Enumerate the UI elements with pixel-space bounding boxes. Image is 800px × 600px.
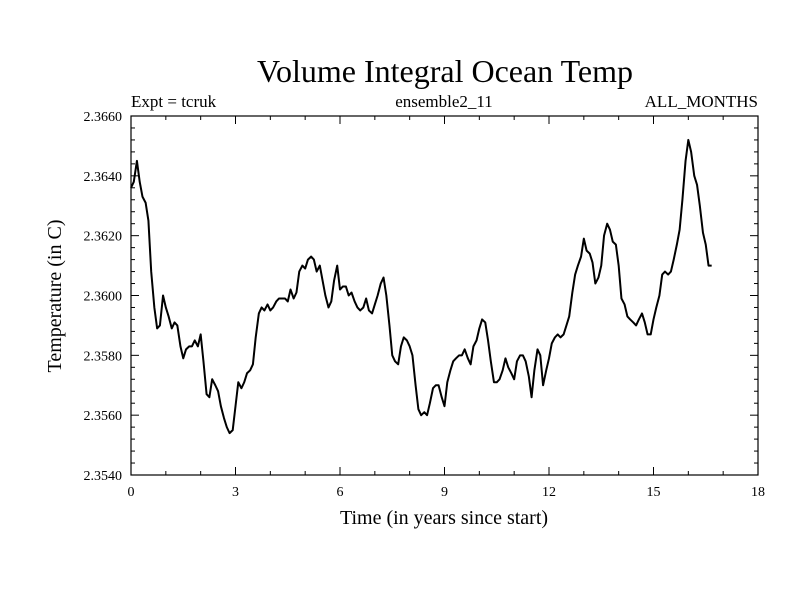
x-tick-label: 3 (232, 485, 239, 500)
subtitle-ensemble: ensemble2_11 (395, 92, 493, 111)
x-tick-labels: 0 3 6 9 12 15 18 (128, 485, 766, 500)
x-tick-label: 15 (647, 485, 661, 500)
x-tick-label: 0 (128, 485, 135, 500)
x-tick-label: 6 (337, 485, 344, 500)
axis-ticks (130, 115, 759, 476)
y-tick-label: 2.3580 (84, 349, 123, 364)
x-tick-label: 12 (542, 485, 556, 500)
y-tick-label: 2.3560 (84, 409, 123, 424)
x-tick-label: 18 (751, 485, 765, 500)
y-tick-label: 2.3640 (84, 170, 123, 185)
y-tick-label: 2.3600 (84, 290, 123, 305)
subtitle-experiment: Expt = tcruk (131, 92, 217, 111)
y-tick-label: 2.3660 (84, 110, 123, 125)
x-axis-label: Time (in years since start) (340, 507, 548, 529)
y-axis-label: Temperature (in C) (44, 220, 66, 373)
y-tick-label: 2.3620 (84, 230, 123, 245)
subtitle-months: ALL_MONTHS (645, 92, 758, 111)
y-tick-labels: 2.3540 2.3560 2.3580 2.3600 2.3620 2.3640 2.36… (84, 110, 123, 484)
y-tick-label: 2.3540 (84, 469, 123, 484)
series-line (130, 138, 712, 435)
chart-title: Volume Integral Ocean Temp (257, 53, 633, 89)
x-tick-label: 9 (441, 485, 448, 500)
